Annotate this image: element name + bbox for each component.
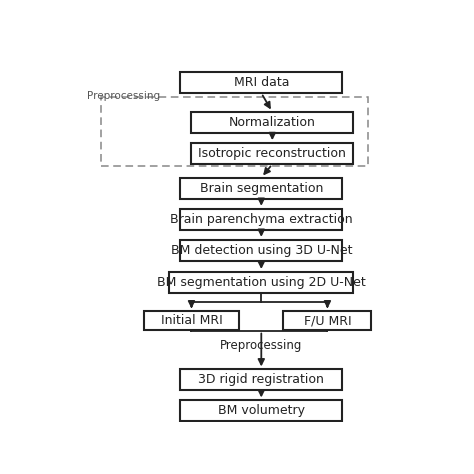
- Text: F/U MRI: F/U MRI: [304, 314, 351, 327]
- Text: Initial MRI: Initial MRI: [161, 314, 222, 327]
- Bar: [181, 401, 342, 421]
- Bar: [181, 72, 342, 93]
- Text: BM segmentation using 2D U-Net: BM segmentation using 2D U-Net: [157, 276, 365, 289]
- Text: Brain parenchyma extraction: Brain parenchyma extraction: [170, 213, 353, 226]
- Bar: [191, 112, 353, 133]
- Bar: [191, 143, 353, 164]
- Bar: [181, 369, 342, 391]
- Bar: [181, 209, 342, 230]
- Text: Preprocessing: Preprocessing: [220, 339, 302, 352]
- Text: Normalization: Normalization: [229, 116, 316, 129]
- Text: Preprocessing: Preprocessing: [87, 91, 160, 100]
- Text: Isotropic reconstruction: Isotropic reconstruction: [199, 147, 346, 160]
- Bar: [144, 311, 239, 330]
- Bar: [283, 311, 372, 330]
- Bar: [101, 97, 368, 166]
- Bar: [170, 272, 353, 293]
- Text: 3D rigid registration: 3D rigid registration: [198, 374, 324, 386]
- Text: BM detection using 3D U-Net: BM detection using 3D U-Net: [171, 244, 352, 257]
- Bar: [181, 178, 342, 199]
- Bar: [181, 240, 342, 261]
- Text: MRI data: MRI data: [234, 76, 289, 89]
- Text: BM volumetry: BM volumetry: [218, 404, 305, 418]
- Text: Brain segmentation: Brain segmentation: [200, 182, 323, 195]
